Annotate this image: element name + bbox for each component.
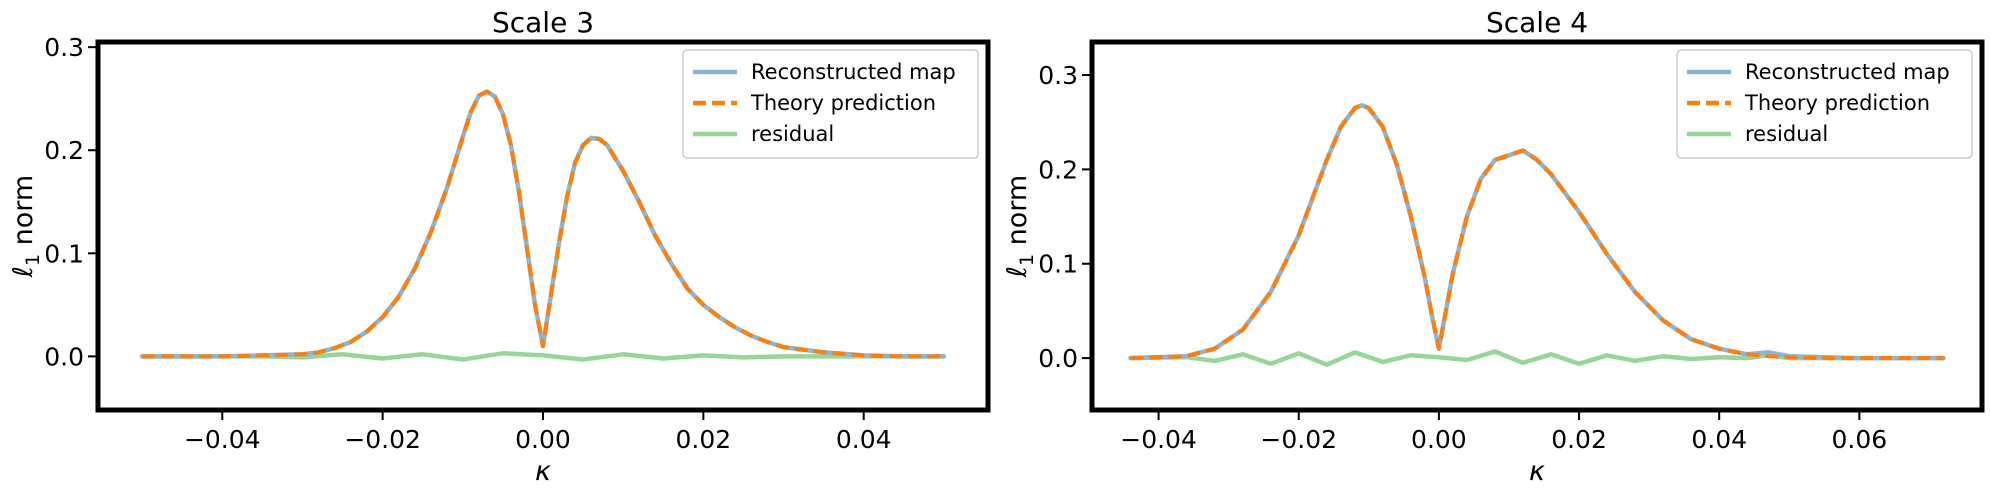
legend: Reconstructed map Theory prediction residu…	[682, 49, 979, 159]
legend-label: Reconstructed map	[1745, 60, 1950, 84]
y-axis-label: ℓ1 norm	[1002, 175, 1038, 278]
plot-area	[1128, 102, 1946, 367]
legend-label: residual	[1745, 122, 1828, 146]
y-axis-label: ℓ1 norm	[8, 175, 44, 278]
series-line-residual	[139, 351, 947, 362]
y-tick-label: 0.2	[44, 136, 84, 165]
y-axis-label-symbol: ℓ	[1002, 266, 1033, 278]
y-tick-label: 0.1	[1038, 250, 1078, 279]
legend-box	[1676, 49, 1973, 159]
legend-box	[682, 49, 979, 159]
x-tick-label: 0.04	[1691, 425, 1747, 454]
y-tick-label: 0.3	[1038, 61, 1078, 90]
x-axis-label: κ	[535, 456, 551, 487]
legend-label: residual	[751, 122, 834, 146]
legend-label: Theory prediction	[1744, 91, 1930, 115]
x-tick-label: 0.02	[676, 425, 732, 454]
x-tick-label: −0.02	[1260, 425, 1337, 454]
y-axis-label-symbol: ℓ	[8, 266, 39, 278]
x-tick-label: 0.00	[515, 425, 571, 454]
chart-panel-2: Scale 4 −0.04 −0.02 0.00 0.02 0.04 0.06 0.0 0.1 0…	[1002, 6, 1985, 487]
y-tick-label: 0.3	[44, 33, 84, 62]
x-tick-label: −0.04	[184, 425, 261, 454]
x-axis-label: κ	[1529, 456, 1545, 487]
y-axis-label-subscript: 1	[1016, 254, 1038, 266]
series-line-theory-prediction	[1130, 103, 1944, 361]
x-tick-label: −0.04	[1120, 425, 1197, 454]
series-line-residual	[1128, 349, 1946, 367]
y-tick-label: 0.1	[44, 239, 84, 268]
legend-label: Theory prediction	[750, 91, 936, 115]
legend: Reconstructed map Theory prediction residu…	[1676, 49, 1973, 159]
x-tick-label: 0.04	[836, 425, 892, 454]
plot-frame	[95, 39, 991, 413]
chart-panel-1: Scale 3 −0.04 −0.02 0.00 0.02 0.04 0.0 0.1 0.2 0.…	[8, 6, 991, 487]
y-tick-label: 0.0	[1038, 344, 1078, 373]
plot-frame	[1089, 39, 1985, 413]
y-axis-label-subscript: 1	[22, 254, 44, 266]
plot-area	[139, 89, 947, 362]
y-tick-label: 0.2	[1038, 155, 1078, 184]
x-tick-label: 0.06	[1832, 425, 1888, 454]
x-tick-label: −0.02	[344, 425, 421, 454]
y-axis-label-text: norm	[8, 175, 39, 254]
y-axis-label-text: norm	[1002, 175, 1033, 254]
x-tick-label: 0.00	[1411, 425, 1467, 454]
chart-title: Scale 4	[1486, 6, 1588, 39]
y-tick-label: 0.0	[44, 342, 84, 371]
x-tick-label: 0.02	[1551, 425, 1607, 454]
legend-label: Reconstructed map	[751, 60, 956, 84]
chart-title: Scale 3	[492, 6, 594, 39]
series-line-theory-prediction	[142, 89, 944, 359]
